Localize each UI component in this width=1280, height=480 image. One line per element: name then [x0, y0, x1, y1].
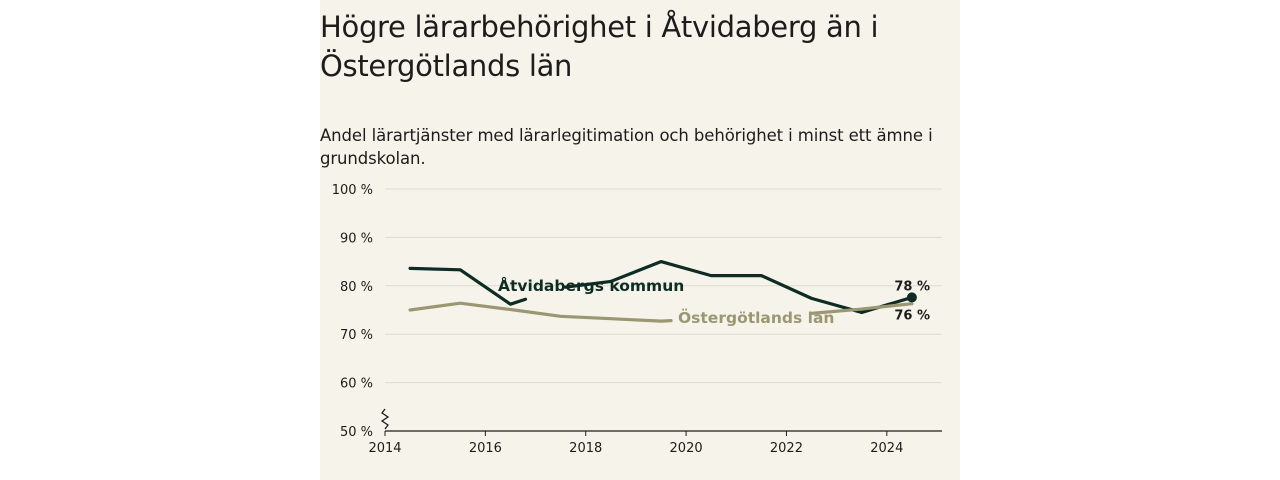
y-tick-label: 80 % — [340, 280, 373, 295]
series-line-ostergotland — [408, 301, 914, 323]
series-label-ostergotland: Östergötlands län — [678, 308, 834, 327]
end-label-atvidaberg: 78 % — [894, 279, 930, 294]
y-tick-label: 100 % — [332, 183, 373, 198]
x-tick-label: 2022 — [770, 441, 803, 456]
y-tick-label: 90 % — [340, 231, 373, 246]
series-label-atvidaberg: Åtvidabergs kommun — [498, 276, 684, 295]
end-label-ostergotland: 76 % — [894, 309, 930, 324]
chart-subtitle: Andel lärartjänster med lärarlegitimatio… — [320, 126, 933, 168]
axis-break-icon — [380, 408, 390, 430]
y-tick-label: 70 % — [340, 328, 373, 343]
x-tick-label: 2018 — [569, 441, 602, 456]
chart-card: Högre lärarbehörighet i Åtvidaberg än i … — [320, 0, 960, 480]
x-tick-label: 2014 — [368, 441, 401, 456]
x-tick-label: 2020 — [670, 441, 703, 456]
chart-title: Högre lärarbehörighet i Åtvidaberg än i … — [320, 10, 879, 83]
y-tick-label: 50 % — [340, 425, 373, 440]
end-point-atvidaberg — [906, 292, 917, 303]
y-tick-label: 60 % — [340, 377, 373, 392]
line-chart: 50 % 60 % 70 % 80 % 90 % 100 % 2014 2016 2018 202… — [332, 183, 942, 456]
x-tick-label: 2024 — [870, 441, 903, 456]
x-tick-label: 2016 — [469, 441, 502, 456]
